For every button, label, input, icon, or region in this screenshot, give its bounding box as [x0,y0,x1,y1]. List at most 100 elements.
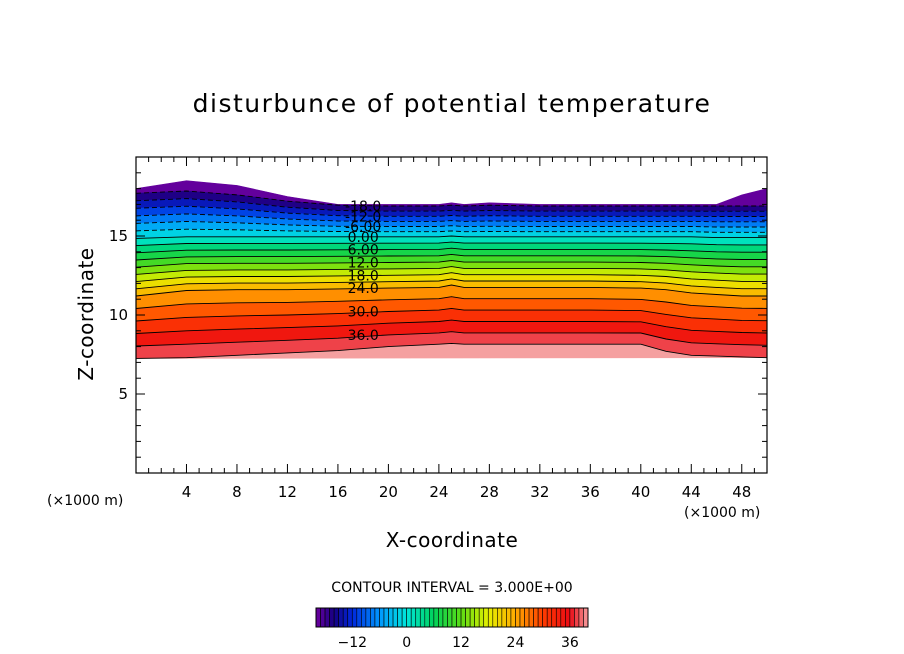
colorbar-swatch [515,607,521,628]
colorbar-swatch [546,607,553,628]
colorbar-swatch [537,607,543,628]
colorbar-swatch [433,607,439,628]
contour-line [135,342,768,359]
contour-label: 36.0 [348,328,379,344]
colorbar-swatch [429,607,435,628]
chart-title: disturbunce of potential temperature [193,89,712,118]
contour-label: -12.0 [345,209,381,225]
colorbar-swatch [510,607,516,628]
contour-label: -6.00 [345,220,381,236]
colorbar-swatch [419,607,426,628]
colorbar-tick-label: 12 [452,635,470,651]
x-axis-title: X-coordinate [386,528,519,552]
contour-line [135,296,768,309]
contour-label: 6.00 [348,243,379,259]
contour-line [135,319,768,334]
x-tick-labels: 4 8 12 16 20 24 28 32 36 40 44 48 [182,483,752,501]
colorbar-swatch [442,607,448,628]
colorbar-swatch [474,607,480,628]
y-axis-title: Z-coordinate [74,247,98,380]
colorbar-swatch [383,607,389,628]
colorbar-tick-label: 36 [561,635,579,651]
colorbar-swatch [483,607,489,628]
colorbar-swatch [478,607,485,628]
colorbar-swatch [438,607,444,628]
contour-line [135,266,767,275]
x-tick-label: 20 [379,483,398,501]
colorbar-swatch [524,607,530,628]
colorbar-swatch [506,607,512,628]
colorbar-swatch [501,607,507,628]
colorbar-swatch [492,607,498,628]
colorbar-swatch [333,607,339,628]
colorbar-swatch [519,607,525,628]
contour-label: 18.0 [348,268,379,284]
colorbar-swatch [447,607,453,628]
colorbar-swatch [560,607,566,628]
colorbar-swatch [361,607,367,628]
colorbar-swatch [569,607,575,628]
contour-lines [135,190,768,359]
x-tick-label: 16 [328,483,347,501]
colorbar-tick-label: 24 [507,635,525,651]
x-tick-label: 24 [429,483,448,501]
contour-line [135,228,767,233]
colorbar-tick-labels: −12 0 12 24 36 [337,635,578,651]
colorbar-swatch [338,607,344,628]
colorbar-swatch [392,607,398,628]
contour-line [135,241,767,247]
contour-line [135,247,767,254]
contour-line [135,260,767,268]
axis-ticks [136,157,767,473]
x-unit-left: (×1000 m) [47,493,123,509]
x-tick-label: 40 [631,483,650,501]
colorbar-swatch [456,607,462,628]
contour-label: 12.0 [348,255,379,271]
colorbar [315,607,589,628]
y-tick-labels: 5 10 15 [109,227,128,403]
x-tick-label: 12 [278,483,297,501]
colorbar-swatch [551,607,557,628]
contour-line [135,307,768,322]
colorbar-swatch [374,607,380,628]
contour-interval-text: CONTOUR INTERVAL = 3.000E+00 [331,580,572,596]
colorbar-swatch [379,607,385,628]
x-unit-right: (×1000 m) [684,505,760,521]
y-tick-label: 5 [118,385,128,403]
x-tick-label: 4 [182,483,192,501]
colorbar-swatch [583,607,589,628]
colorbar-swatch [410,607,417,628]
contour-label: 30.0 [348,305,379,321]
contour-label: -18.0 [345,199,381,215]
colorbar-swatch [469,607,475,628]
contour-line [135,235,767,239]
colorbar-swatch [451,607,457,628]
contour-line [135,284,767,297]
contour-label: 24.0 [348,281,379,297]
colorbar-tick-label: −12 [337,635,367,651]
x-tick-label: 44 [682,483,701,501]
contour-line [135,198,767,212]
colorbar-swatch [401,607,407,628]
colorbar-swatch [388,607,394,628]
colorbar-swatch [329,607,335,628]
colorbar-frame [315,607,589,628]
colorbar-swatch [542,607,548,628]
colorbar-swatch [320,607,326,628]
y-tick-label: 10 [109,306,128,324]
x-tick-label: 36 [581,483,600,501]
contour-line [135,253,767,261]
contour-line [135,278,767,290]
contour-line [135,221,767,228]
x-tick-label: 28 [480,483,499,501]
colorbar-swatch [351,607,358,628]
colorbar-swatch [347,607,353,628]
y-tick-label: 15 [109,227,128,245]
colorbar-swatch [342,607,349,628]
colorbar-swatch [397,607,403,628]
contour-line [135,331,768,347]
x-tick-label: 48 [732,483,751,501]
x-tick-label: 32 [530,483,549,501]
